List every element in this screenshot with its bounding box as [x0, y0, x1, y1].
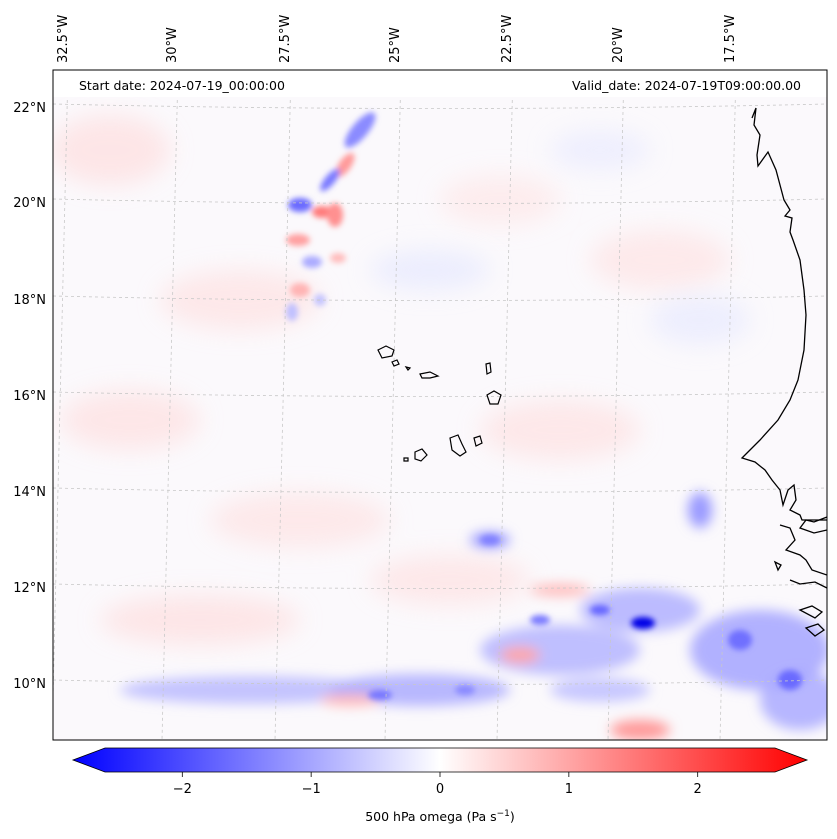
lat-label: 10°N	[13, 677, 46, 692]
lon-label: 32.5°W	[56, 15, 71, 63]
meridian-line	[607, 70, 625, 740]
colorbar-tick-label: −2	[173, 782, 192, 797]
parallel-line	[53, 583, 827, 589]
island-sao-nicolau	[419, 371, 440, 379]
lat-label: 14°N	[13, 485, 46, 500]
lat-label: 22°N	[13, 101, 46, 116]
africa-coastline	[740, 107, 827, 521]
colorbar-tick-label: 0	[436, 782, 444, 797]
island-fogo	[414, 448, 428, 462]
lat-label: 20°N	[13, 196, 46, 211]
colorbar-tick-label: 2	[694, 782, 702, 797]
lon-label: 22.5°W	[500, 15, 515, 63]
header-band	[53, 70, 827, 97]
meridian-line	[496, 70, 514, 740]
colorbar: −2 −1 0 1 2 500 hPa omega (Pa s−1)	[71, 747, 809, 824]
lon-label: 30°W	[165, 27, 180, 63]
omega-field	[53, 70, 827, 740]
omega-streaks-north	[286, 112, 376, 321]
parallel-line	[53, 198, 827, 204]
island-santa-luzia	[404, 366, 412, 371]
lat-label: 16°N	[13, 389, 46, 404]
valid-date-label: Valid_date: 2024-07-19T09:00:00.00	[572, 78, 801, 93]
map-panel: Start date: 2024-07-19_00:00:00 Valid_da…	[52, 69, 828, 741]
meridian-line	[53, 70, 69, 715]
island-santiago	[449, 434, 467, 457]
longitude-labels: 32.5°W 30°W 27.5°W 25°W 22.5°W 20°W 17.5…	[56, 15, 738, 63]
island-santo-antao	[377, 345, 395, 359]
island-maio	[473, 435, 483, 447]
island-boa-vista	[486, 390, 502, 405]
omega-band-south	[120, 492, 827, 740]
lon-label: 20°W	[611, 27, 626, 63]
omega-negative-patches	[370, 130, 750, 345]
colorbar-tick-label: −1	[302, 782, 321, 797]
island-sal	[485, 362, 492, 375]
parallel-line	[53, 679, 827, 685]
parallel-line	[53, 295, 827, 301]
colorbar-label: 500 hPa omega (Pa s−1)	[365, 809, 515, 824]
lon-label: 25°W	[388, 27, 403, 63]
coastline	[740, 107, 827, 637]
colorbar-ticks: −2 −1 0 1 2	[173, 772, 702, 797]
lat-label: 12°N	[13, 581, 46, 596]
graticule	[53, 70, 827, 740]
latitude-labels: 22°N 20°N 18°N 16°N 14°N 12°N 10°N	[13, 101, 46, 692]
meridian-line	[384, 70, 402, 740]
map-frame	[52, 69, 828, 741]
parallel-line	[53, 487, 827, 493]
island-brava	[403, 457, 409, 462]
cape-verde-islands	[377, 345, 502, 462]
meridian-line	[274, 70, 292, 740]
lon-label: 27.5°W	[278, 15, 293, 63]
start-date-label: Start date: 2024-07-19_00:00:00	[79, 78, 285, 93]
parallel-line	[53, 103, 827, 109]
colorbar-body	[71, 747, 809, 773]
meridian-line	[719, 70, 737, 740]
island-sao-vicente	[391, 359, 400, 367]
omega-core-south	[368, 535, 802, 700]
lat-label: 18°N	[13, 293, 46, 308]
meridian-line	[161, 70, 179, 740]
colorbar-tick-label: 1	[565, 782, 573, 797]
lon-label: 17.5°W	[723, 15, 738, 63]
parallel-line	[53, 391, 827, 397]
omega-positive-patches	[53, 115, 730, 645]
